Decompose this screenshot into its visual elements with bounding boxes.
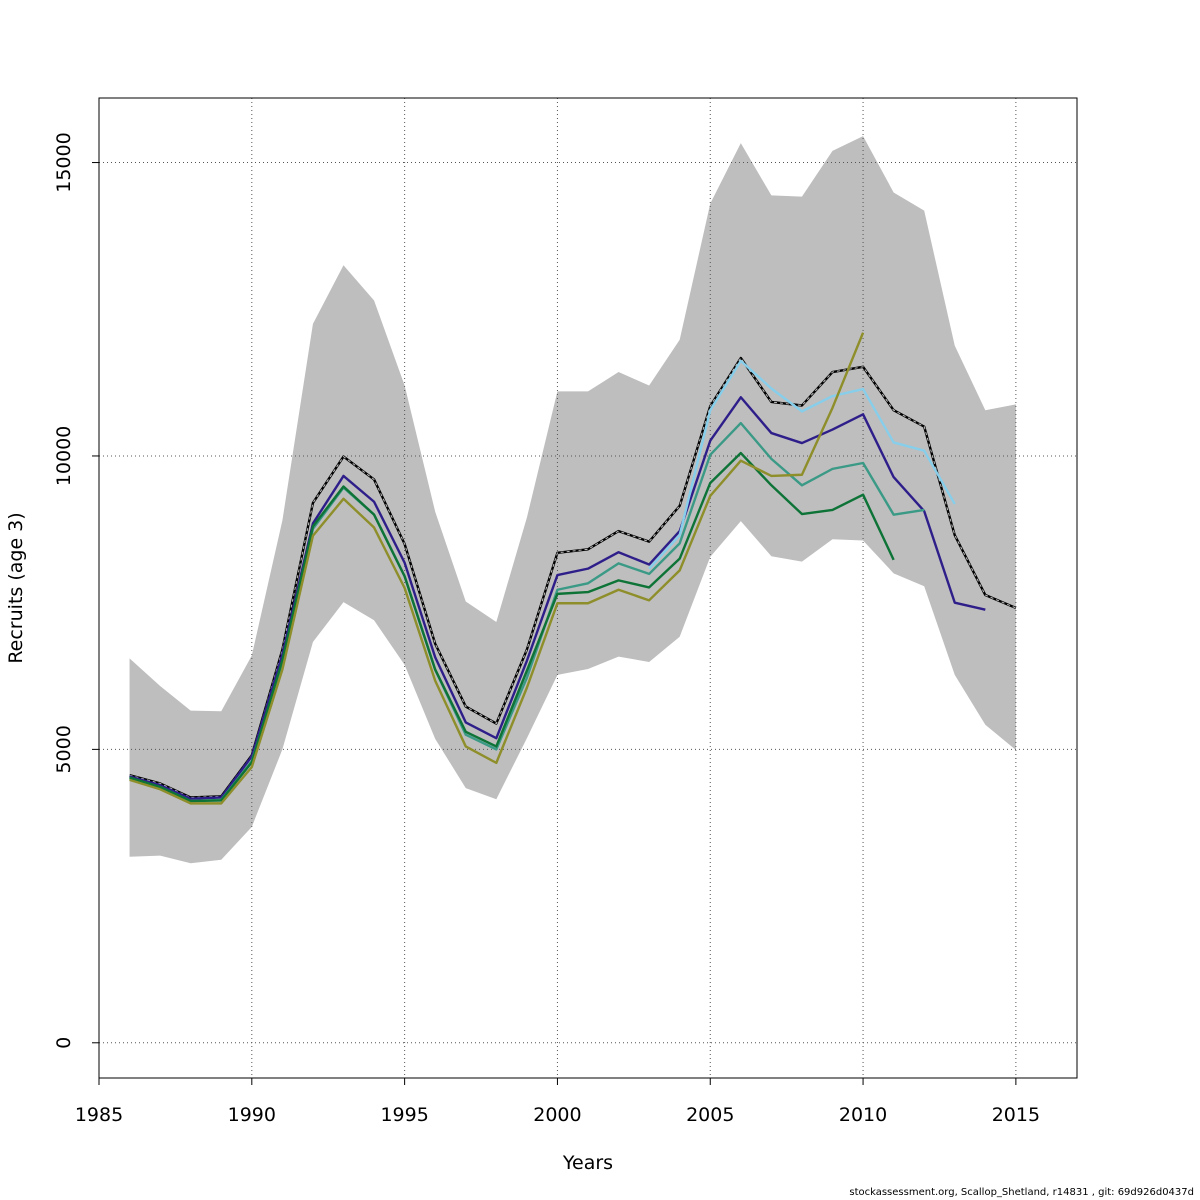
x-tick-label: 2005 <box>686 1104 734 1126</box>
y-tick-label: 0 <box>53 1037 75 1049</box>
x-tick-label: 1985 <box>75 1104 123 1126</box>
confidence-band-area <box>129 136 1016 864</box>
x-tick-label: 2010 <box>839 1104 887 1126</box>
y-tick-label: 15000 <box>53 132 75 192</box>
y-axis-title: Recruits (age 3) <box>5 512 27 663</box>
x-tick-label: 1990 <box>228 1104 276 1126</box>
confidence-band <box>129 136 1016 864</box>
series-lines <box>129 332 1017 805</box>
x-axis-title: Years <box>562 1152 613 1174</box>
y-tick-label: 5000 <box>53 725 75 773</box>
series-line-3 <box>648 359 956 570</box>
x-axis: 1985 1990 1995 2000 2005 2010 2015 <box>75 1077 1040 1126</box>
x-tick-label: 2015 <box>992 1104 1040 1126</box>
x-tick-label: 2000 <box>533 1104 581 1126</box>
footer-credit: stockassessment.org, Scallop_Shetland, r… <box>849 1187 1194 1198</box>
y-tick-label: 10000 <box>53 426 75 486</box>
x-tick-label: 1995 <box>380 1104 428 1126</box>
series-line-6 <box>129 332 865 805</box>
series-line-5 <box>129 451 895 803</box>
series-line-dash-1 <box>129 357 1017 799</box>
series-line-2 <box>129 396 986 800</box>
y-axis: 0 5000 10000 15000 <box>53 132 100 1049</box>
